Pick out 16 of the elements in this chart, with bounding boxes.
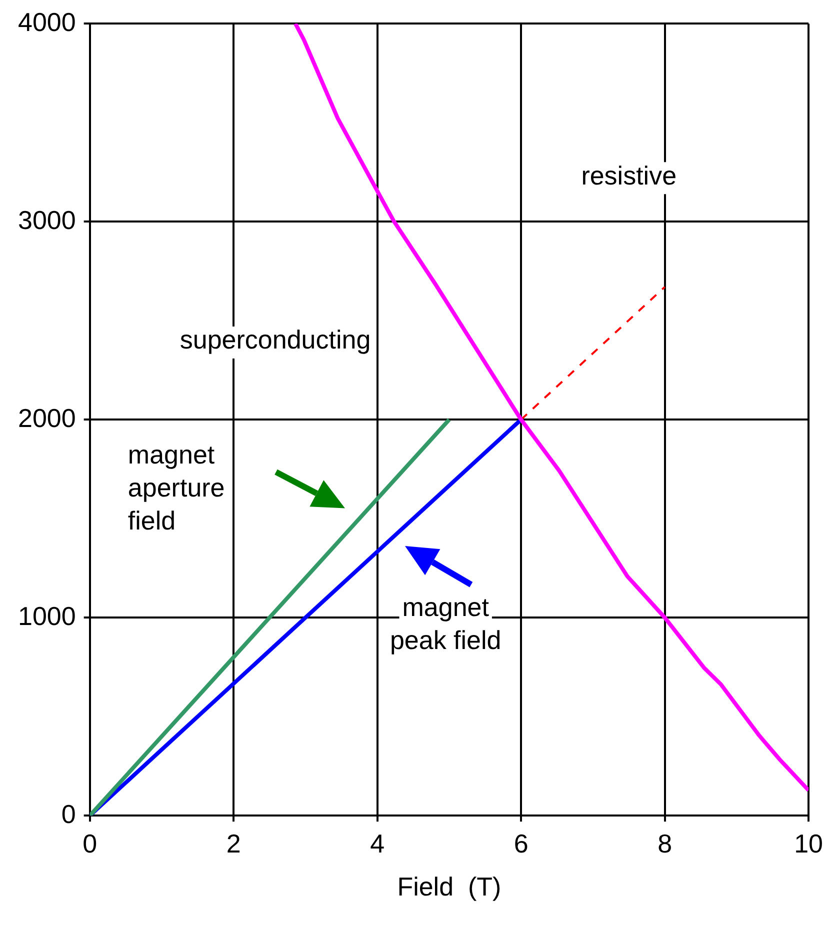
y-tick-label: 1000 xyxy=(18,600,76,631)
y-tick-label: 0 xyxy=(61,798,76,829)
x-tick-label: 6 xyxy=(514,828,528,858)
annotation: magnet peak field xyxy=(390,592,502,655)
x-tick-label: 8 xyxy=(658,828,672,858)
x-axis-title: Field (T) xyxy=(397,872,502,902)
x-tick-label: 4 xyxy=(370,828,385,858)
x-tick-label: 0 xyxy=(82,828,98,858)
x-tick-label: 10 xyxy=(794,828,823,858)
x-tick-label: 2 xyxy=(226,828,241,858)
annotation: superconducting xyxy=(180,324,371,355)
annotation: magnet aperture field xyxy=(128,440,225,536)
y-tick-label: 4000 xyxy=(18,6,76,37)
y-tick-label: 3000 xyxy=(18,204,76,235)
annotation: resistive xyxy=(581,160,677,190)
y-tick-label: 2000 xyxy=(18,402,76,433)
